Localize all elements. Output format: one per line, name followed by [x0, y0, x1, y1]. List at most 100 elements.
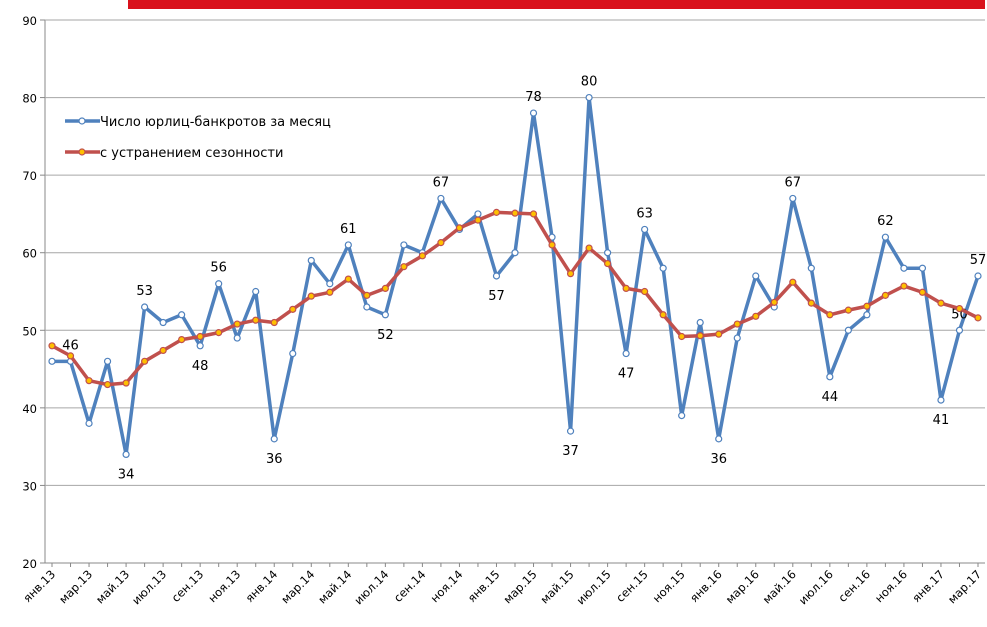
- legend: Число юрлиц-банкротов за месяц с устранен…: [65, 115, 331, 161]
- point: [511, 209, 519, 217]
- point: [455, 224, 464, 232]
- x-tick-label: сен.13: [169, 567, 207, 605]
- point: [770, 298, 778, 306]
- point: [715, 330, 723, 338]
- x-tick-label: июл.15: [574, 567, 614, 607]
- header-bar: [128, 0, 985, 9]
- data-label: 61: [340, 222, 357, 237]
- x-tick-label: мар.15: [501, 567, 540, 606]
- x-tick-label: май.13: [93, 567, 132, 606]
- point: [696, 318, 704, 327]
- point: [437, 239, 445, 247]
- data-label: 80: [581, 75, 598, 90]
- legend-marker: [78, 117, 86, 125]
- point: [122, 450, 130, 458]
- point: [159, 346, 167, 355]
- data-label: 63: [636, 206, 653, 221]
- point: [233, 334, 241, 342]
- point: [900, 282, 908, 290]
- x-tick-label: янв.16: [687, 567, 725, 605]
- point: [270, 318, 278, 327]
- point: [974, 314, 982, 322]
- point: [566, 270, 575, 278]
- point: [418, 252, 426, 260]
- point: [215, 329, 223, 337]
- point: [307, 256, 315, 265]
- point: [807, 299, 815, 307]
- point: [326, 288, 334, 296]
- point: [326, 280, 334, 288]
- x-tick-label: янв.17: [909, 567, 947, 605]
- data-label: 52: [377, 328, 394, 343]
- x-tick-label: мар.16: [723, 567, 762, 606]
- point: [252, 316, 260, 324]
- y-tick-label: 80: [22, 92, 37, 106]
- point: [881, 233, 890, 241]
- point: [85, 419, 93, 427]
- point: [789, 278, 797, 286]
- point: [826, 373, 834, 381]
- x-tick-label: июл.16: [796, 567, 836, 607]
- data-label: 67: [785, 175, 802, 190]
- point: [252, 287, 260, 296]
- point: [733, 320, 741, 328]
- point: [826, 311, 834, 319]
- y-tick-label: 40: [22, 402, 37, 416]
- point: [492, 272, 501, 280]
- point: [863, 302, 871, 310]
- x-tick-label: ноя.16: [872, 567, 910, 605]
- point: [937, 299, 945, 307]
- point: [159, 318, 167, 327]
- point: [955, 304, 964, 313]
- point: [196, 342, 204, 350]
- point: [474, 216, 482, 224]
- x-tick-label: май.15: [537, 567, 576, 606]
- point: [659, 311, 667, 319]
- point: [233, 320, 241, 328]
- x-tick-label: мар.14: [278, 567, 317, 606]
- data-label: 34: [118, 467, 135, 482]
- data-label: 36: [266, 452, 283, 467]
- point: [881, 291, 890, 299]
- point: [196, 332, 204, 341]
- point: [752, 272, 760, 280]
- data-label: 53: [136, 284, 153, 299]
- data-label: 48: [192, 359, 209, 374]
- data-label: 44: [822, 390, 839, 405]
- y-tick-label: 30: [22, 479, 37, 493]
- point: [715, 435, 723, 443]
- y-tick-label: 60: [22, 247, 37, 261]
- point: [752, 312, 760, 320]
- x-tick-label: сен.16: [835, 567, 873, 605]
- point: [400, 263, 408, 271]
- point: [807, 264, 815, 272]
- point: [474, 210, 482, 218]
- point: [363, 291, 371, 299]
- point: [103, 380, 112, 389]
- data-label: 36: [710, 452, 727, 467]
- point: [344, 275, 352, 283]
- x-tick-label: ноя.13: [205, 567, 243, 605]
- point: [603, 249, 612, 257]
- point: [492, 208, 501, 216]
- point: [733, 334, 741, 342]
- point: [918, 264, 927, 272]
- y-tick-label: 50: [22, 324, 37, 338]
- point: [363, 303, 371, 311]
- point: [437, 194, 445, 203]
- y-tick-label: 90: [22, 14, 37, 28]
- point: [307, 292, 315, 300]
- point: [548, 241, 556, 249]
- point: [974, 272, 982, 280]
- point: [289, 305, 297, 313]
- x-tick-label: ноя.14: [428, 567, 466, 605]
- point: [529, 210, 538, 218]
- legend-label: Число юрлиц-банкротов за месяц: [100, 115, 331, 130]
- point: [678, 332, 686, 341]
- point: [289, 349, 297, 358]
- legend-label: с устранением сезонности: [100, 146, 283, 161]
- point: [789, 194, 797, 203]
- point: [103, 357, 112, 365]
- x-tick-label: ноя.15: [650, 567, 688, 605]
